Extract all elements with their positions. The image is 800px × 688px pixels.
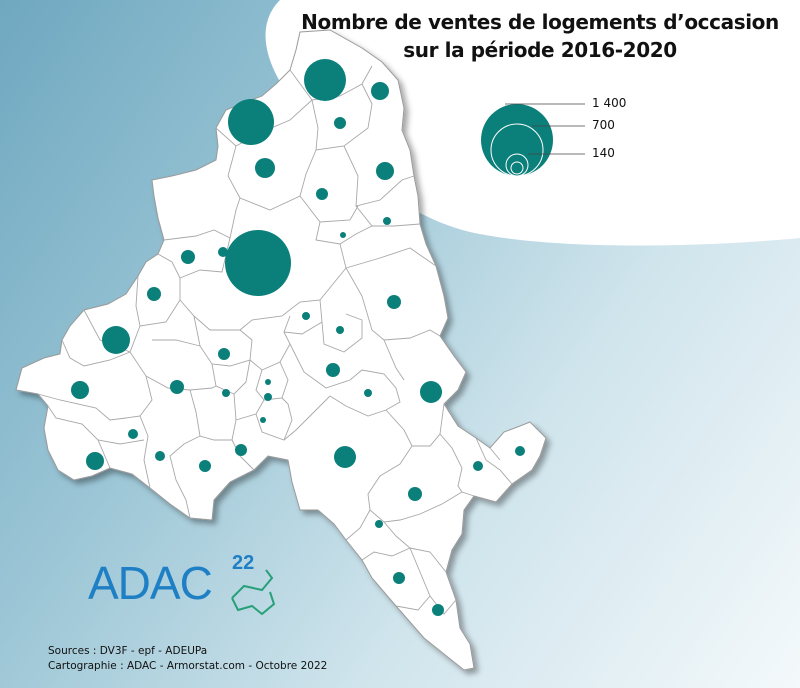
legend-circle-140-inner [510, 161, 524, 175]
commune-bubble [128, 429, 138, 439]
sales-bubbles [71, 59, 525, 616]
commune-bubble [473, 461, 483, 471]
commune-bubble [147, 287, 161, 301]
commune-bubble [170, 380, 184, 394]
commune-bubble [334, 117, 346, 129]
commune-bubble [255, 158, 275, 178]
commune-bubble [225, 230, 291, 296]
map-title: Nombre de ventes de logements d’occasion… [290, 8, 790, 64]
commune-bubble [371, 82, 389, 100]
commune-bubble [383, 217, 391, 225]
adac-logo-icon [231, 569, 276, 616]
commune-bubble [364, 389, 372, 397]
commune-bubble [155, 451, 165, 461]
commune-bubble [228, 99, 274, 145]
map-title-line2: sur la période 2016-2020 [403, 38, 677, 62]
adac-logo: ADAC 22 [88, 552, 254, 610]
logo-text: ADAC [88, 557, 213, 609]
commune-bubble [316, 188, 328, 200]
commune-bubble [304, 59, 346, 101]
legend-circle-140 [505, 153, 529, 177]
commune-bubble [218, 348, 230, 360]
legend-label-1400: 1 400 [592, 96, 627, 110]
commune-bubble [515, 446, 525, 456]
commune-bubble [334, 446, 356, 468]
commune-bubble [199, 460, 211, 472]
commune-bubble [375, 520, 383, 528]
commune-bubble [420, 381, 442, 403]
commune-bubble [340, 232, 346, 238]
map-title-line1: Nombre de ventes de logements d’occasion [301, 10, 779, 34]
commune-bubble [264, 393, 272, 401]
commune-bubble [387, 295, 401, 309]
legend-label-140: 140 [592, 146, 615, 160]
commune-bubble [222, 389, 230, 397]
commune-bubble [260, 417, 266, 423]
commune-bubble [376, 162, 394, 180]
commune-bubble [393, 572, 405, 584]
legend-circles-icon [481, 103, 585, 177]
sources-block: Sources : DV3F - epf - ADEUPa Cartograph… [48, 644, 327, 674]
commune-bubble [265, 379, 271, 385]
commune-bubble [432, 604, 444, 616]
logo-superscript: 22 [232, 552, 255, 574]
commune-bubble [218, 247, 228, 257]
commune-bubble [326, 363, 340, 377]
commune-bubble [408, 487, 422, 501]
legend-label-700: 700 [592, 118, 615, 132]
commune-bubble [71, 381, 89, 399]
credits-line: Cartographie : ADAC - Armorstat.com - Oc… [48, 660, 328, 672]
territory-outline [15, 29, 547, 671]
commune-bubble [86, 452, 104, 470]
legend-circle-1400 [481, 104, 553, 176]
commune-bubble [336, 326, 344, 334]
commune-bubble [181, 250, 195, 264]
commune-bubble [235, 444, 247, 456]
commune-bubble [302, 312, 310, 320]
sources-line: Sources : DV3F - epf - ADEUPa [48, 645, 208, 657]
commune-bubble [102, 326, 130, 354]
commune-borders [37, 65, 513, 615]
